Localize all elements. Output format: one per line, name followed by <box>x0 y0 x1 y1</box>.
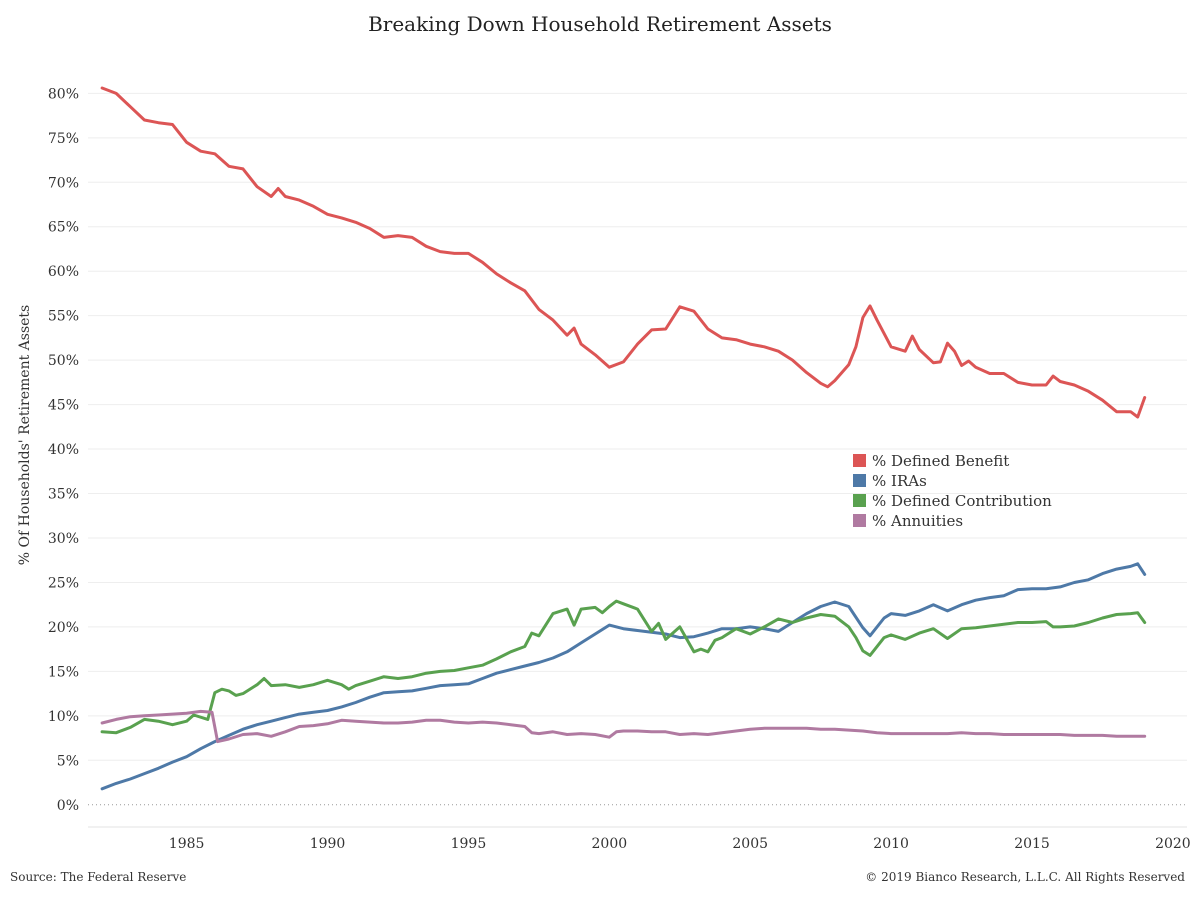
legend-item[interactable]: % Annuities <box>853 512 963 530</box>
y-tick-label: 10% <box>48 709 79 725</box>
legend-item[interactable]: % Defined Benefit <box>853 452 1009 470</box>
legend-swatch <box>853 474 866 487</box>
y-axis-label: % Of Households' Retirement Assets <box>17 305 33 566</box>
legend[interactable]: % Defined Benefit % IRAs % Defined Contrib… <box>853 452 1052 530</box>
y-tick-label: 30% <box>48 531 79 547</box>
y-tick-label: 60% <box>48 264 79 280</box>
x-tick-label: 2010 <box>873 836 909 852</box>
y-tick-label: 40% <box>48 442 79 458</box>
series-line-2[interactable] <box>100 562 1147 791</box>
y-axis-ticks: 0% 5% 10% 15% 20% 25% 30% 35% 40% 45% 50% 55% 60% 65%… <box>48 86 79 813</box>
legend-item[interactable]: % IRAs <box>853 472 927 490</box>
series-line-4[interactable] <box>100 709 1147 744</box>
series-line-3[interactable] <box>100 599 1147 735</box>
y-tick-label: 25% <box>48 575 79 591</box>
x-axis-ticks: 1985 1990 1995 2000 2005 2010 2015 2020 <box>169 836 1191 852</box>
x-tick-label: 1990 <box>310 836 346 852</box>
legend-swatch <box>853 494 866 507</box>
legend-swatch <box>853 454 866 467</box>
y-tick-label: 65% <box>48 220 79 236</box>
y-tick-label: 0% <box>57 798 79 814</box>
footer-source: Source: The Federal Reserve <box>10 870 187 884</box>
legend-item[interactable]: % Defined Contribution <box>853 492 1052 510</box>
legend-label: % Annuities <box>872 512 963 530</box>
x-tick-label: 2020 <box>1155 836 1191 852</box>
y-tick-label: 20% <box>48 620 79 636</box>
x-tick-label: 2005 <box>732 836 768 852</box>
x-tick-label: 1995 <box>451 836 487 852</box>
y-tick-label: 50% <box>48 353 79 369</box>
chart-title: Breaking Down Household Retirement Asset… <box>368 12 832 36</box>
x-tick-label: 1985 <box>169 836 205 852</box>
y-tick-label: 35% <box>48 487 79 503</box>
gridlines <box>88 92 1187 806</box>
y-tick-label: 80% <box>48 86 79 102</box>
y-tick-label: 45% <box>48 398 79 414</box>
series-lines <box>100 86 1147 791</box>
legend-label: % IRAs <box>872 472 927 490</box>
x-tick-label: 2015 <box>1014 836 1050 852</box>
footer-copyright: © 2019 Bianco Research, L.L.C. All Right… <box>865 870 1185 884</box>
y-tick-label: 15% <box>48 664 79 680</box>
y-tick-label: 75% <box>48 131 79 147</box>
y-tick-label: 70% <box>48 175 79 191</box>
legend-swatch <box>853 514 866 527</box>
y-tick-label: 5% <box>57 753 79 769</box>
series-line-1[interactable] <box>100 86 1147 419</box>
x-tick-label: 2000 <box>592 836 628 852</box>
legend-label: % Defined Contribution <box>872 492 1052 510</box>
y-tick-label: 55% <box>48 309 79 325</box>
legend-label: % Defined Benefit <box>872 452 1009 470</box>
